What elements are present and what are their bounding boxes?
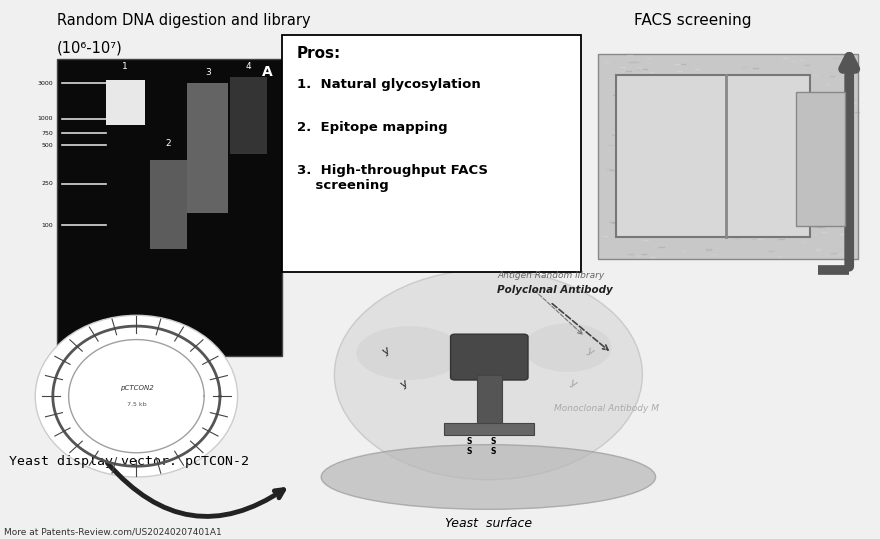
FancyBboxPatch shape: [444, 423, 534, 435]
Text: S: S: [490, 447, 495, 457]
Text: У: У: [400, 379, 410, 391]
Ellipse shape: [356, 326, 462, 380]
Text: FACS screening: FACS screening: [634, 13, 752, 29]
Text: 4: 4: [246, 62, 251, 71]
Text: S: S: [466, 447, 472, 457]
FancyBboxPatch shape: [598, 54, 858, 259]
Text: S: S: [490, 437, 495, 446]
FancyBboxPatch shape: [106, 80, 145, 125]
Text: More at Patents-Review.com/US20240207401A1: More at Patents-Review.com/US20240207401…: [4, 527, 222, 536]
Text: У: У: [382, 347, 392, 359]
Text: 1.  Natural glycosylation: 1. Natural glycosylation: [297, 78, 480, 91]
Text: 3.  High-throughput FACS
    screening: 3. High-throughput FACS screening: [297, 164, 488, 192]
Text: 3000: 3000: [37, 80, 53, 86]
Text: (10⁶-10⁷): (10⁶-10⁷): [57, 40, 123, 56]
FancyBboxPatch shape: [230, 77, 267, 154]
Text: У: У: [584, 347, 595, 359]
FancyBboxPatch shape: [616, 75, 810, 237]
FancyBboxPatch shape: [57, 59, 282, 356]
Text: 3: 3: [205, 68, 210, 77]
Text: pCTCON2: pCTCON2: [120, 385, 153, 391]
Text: 7.5 kb: 7.5 kb: [127, 402, 146, 407]
Text: A: A: [262, 65, 273, 79]
Text: Yeast  surface: Yeast surface: [444, 517, 532, 530]
Ellipse shape: [35, 315, 238, 477]
Text: 1000: 1000: [37, 116, 53, 121]
FancyBboxPatch shape: [451, 334, 528, 380]
FancyBboxPatch shape: [282, 35, 581, 272]
Text: Pros:: Pros:: [297, 46, 341, 61]
Text: У: У: [567, 379, 577, 391]
Text: 750: 750: [41, 131, 53, 136]
Text: 500: 500: [41, 143, 53, 148]
Text: 1: 1: [122, 62, 128, 71]
FancyBboxPatch shape: [187, 83, 228, 213]
Text: 2.  Epitope mapping: 2. Epitope mapping: [297, 121, 447, 134]
Text: Antigen Random library: Antigen Random library: [497, 271, 605, 280]
Text: 250: 250: [41, 181, 53, 186]
Text: Polyclonal Antibody: Polyclonal Antibody: [497, 285, 613, 295]
FancyBboxPatch shape: [150, 160, 187, 249]
Text: S: S: [466, 437, 472, 446]
Ellipse shape: [524, 323, 612, 372]
Ellipse shape: [334, 270, 642, 480]
Text: Yeast display vector: pCTCON-2: Yeast display vector: pCTCON-2: [9, 455, 249, 468]
Text: Random DNA digestion and library: Random DNA digestion and library: [57, 13, 311, 29]
Ellipse shape: [321, 445, 656, 509]
Text: Monoclonal Antibody M: Monoclonal Antibody M: [554, 404, 659, 413]
Text: 100: 100: [41, 223, 53, 228]
FancyBboxPatch shape: [477, 375, 502, 426]
Text: 2: 2: [165, 139, 171, 148]
FancyBboxPatch shape: [796, 92, 845, 226]
